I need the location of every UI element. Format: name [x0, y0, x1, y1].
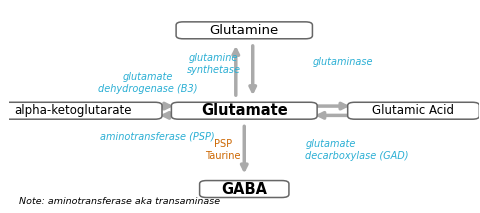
Text: Glutamic Acid: Glutamic Acid: [372, 104, 455, 117]
Text: GABA: GABA: [221, 181, 267, 197]
Text: glutaminase: glutaminase: [312, 57, 373, 67]
Text: PSP
Taurine: PSP Taurine: [205, 139, 241, 161]
Text: Glutamate: Glutamate: [201, 103, 288, 118]
Text: glutamine
synthetase: glutamine synthetase: [187, 53, 240, 75]
Text: glutamate
decarboxylase (GAD): glutamate decarboxylase (GAD): [305, 139, 409, 161]
FancyBboxPatch shape: [176, 22, 312, 39]
FancyBboxPatch shape: [0, 102, 162, 119]
Text: alpha-ketoglutarate: alpha-ketoglutarate: [14, 104, 132, 117]
FancyBboxPatch shape: [200, 181, 289, 197]
Text: Note: aminotransferase aka transaminase: Note: aminotransferase aka transaminase: [19, 197, 220, 206]
FancyBboxPatch shape: [348, 102, 480, 119]
Text: aminotransferase (PSP): aminotransferase (PSP): [100, 131, 215, 141]
Text: glutamate
dehydrogenase (B3): glutamate dehydrogenase (B3): [98, 72, 198, 94]
FancyBboxPatch shape: [171, 102, 317, 119]
Text: Glutamine: Glutamine: [210, 24, 279, 37]
